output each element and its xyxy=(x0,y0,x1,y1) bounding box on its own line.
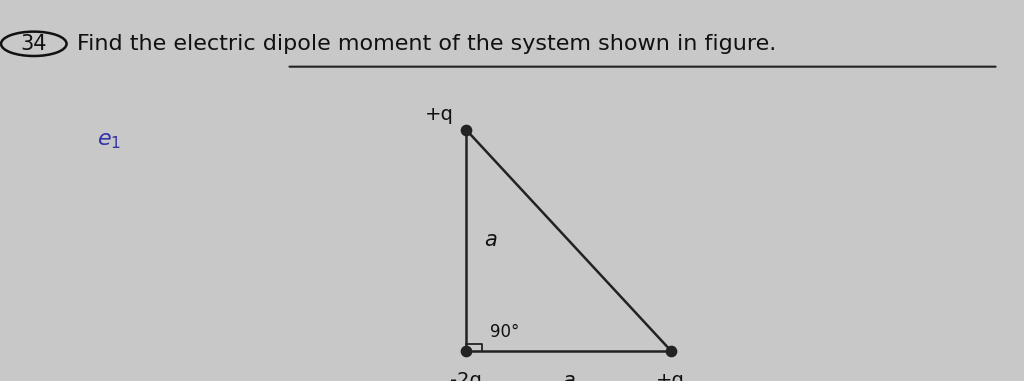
Point xyxy=(663,347,679,354)
Text: 90°: 90° xyxy=(490,323,520,341)
Point xyxy=(458,126,474,133)
Text: Find the electric dipole moment of the system shown in figure.: Find the electric dipole moment of the s… xyxy=(77,34,776,54)
Text: a: a xyxy=(484,230,497,250)
Text: $\it{e}$$_{1}$: $\it{e}$$_{1}$ xyxy=(97,131,122,151)
Text: 34: 34 xyxy=(20,34,47,54)
Text: +q: +q xyxy=(425,105,454,124)
Point xyxy=(458,347,474,354)
Text: a: a xyxy=(562,371,574,381)
Text: +q: +q xyxy=(656,371,685,381)
Text: -2q: -2q xyxy=(450,371,482,381)
